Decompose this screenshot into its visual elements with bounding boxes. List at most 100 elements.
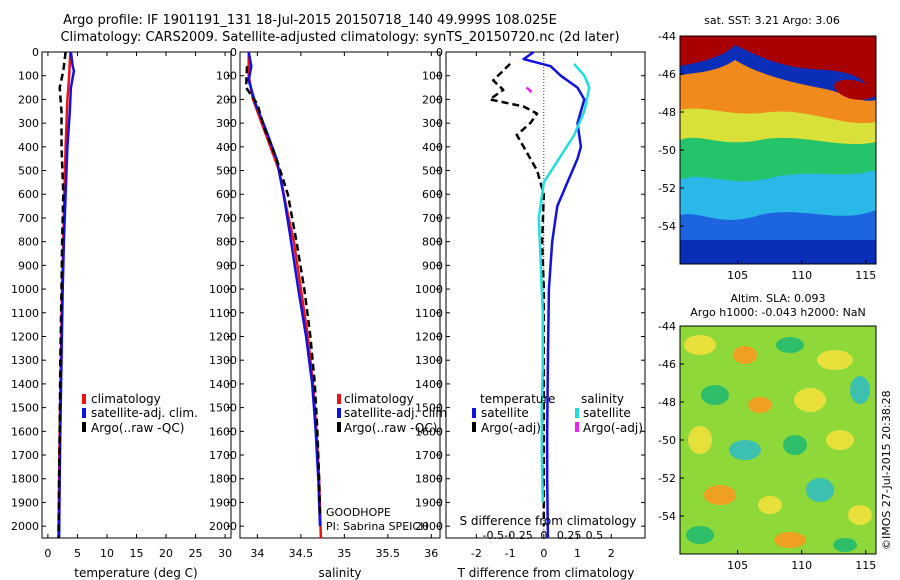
sla-eddy — [848, 505, 872, 525]
map-y-tick-label: -46 — [658, 358, 676, 371]
series-line-s-satellite — [537, 63, 591, 503]
salinity-axes-frame — [239, 51, 441, 539]
x-tick-label: 15 — [130, 547, 144, 560]
map-y-tick-label: -52 — [658, 182, 676, 195]
legend-label-climatology: climatology — [91, 392, 161, 406]
y-tick-label: 1000 — [11, 283, 39, 296]
y-tick-label: 1400 — [11, 378, 39, 391]
x2-tick-label: 0.5 — [586, 529, 604, 542]
sla-map-title-line1: Altim. SLA: 0.093 — [730, 292, 825, 305]
y-tick-label: 700 — [18, 212, 39, 225]
legend-swatch-satellite — [82, 408, 86, 418]
map-x-tick-label: 105 — [727, 559, 748, 572]
y-tick-label: 1900 — [11, 496, 39, 509]
salinity-ticks: 0 100 200 300 400 500 600 700 800 900 1000 1100 1200… — [209, 46, 440, 560]
legend-label-argo: Argo(..raw -QC) — [344, 421, 437, 435]
x-tick-label: 20 — [159, 547, 173, 560]
y-tick-label: 1000 — [209, 283, 237, 296]
y-tick-label: 200 — [422, 93, 443, 106]
x-tick-label: -2 — [471, 547, 482, 560]
sla-eddy — [833, 538, 857, 552]
x2-tick-label: -0.5 — [482, 529, 503, 542]
series-line-t-satellite — [522, 50, 586, 539]
x-tick-label: 25 — [189, 547, 203, 560]
y-tick-label: 1700 — [415, 449, 443, 462]
sla-eddy — [783, 435, 807, 455]
legend-swatch-satellite — [337, 408, 341, 418]
difference-lines — [488, 50, 591, 539]
y-tick-label: 1600 — [209, 425, 237, 438]
y-tick-label: 1600 — [415, 425, 443, 438]
y-tick-label: 900 — [18, 259, 39, 272]
map-y-tick-label: -46 — [658, 68, 676, 81]
sla-eddy — [686, 526, 714, 544]
y-tick-label: 400 — [422, 141, 443, 154]
y-tick-label: 1400 — [209, 378, 237, 391]
imos-timestamp: ©IMOS 27-Jul-2015 20:38:28 — [880, 390, 893, 550]
y-tick-label: 0 — [230, 46, 237, 59]
y-tick-label: 500 — [422, 165, 443, 178]
y-tick-label: 900 — [422, 259, 443, 272]
y-tick-label: 1200 — [415, 330, 443, 343]
map-y-tick-label: -50 — [658, 144, 676, 157]
sla-eddy — [776, 337, 804, 353]
salinity-legend: climatology satellite-adj. clim. Argo(..… — [337, 392, 451, 435]
sst-band-orange — [680, 60, 876, 124]
y-tick-label: 2000 — [209, 520, 237, 533]
sst-map-title: sat. SST: 3.21 Argo: 3.06 — [704, 14, 840, 27]
x-tick-label: 1 — [574, 547, 581, 560]
x-tick-label: 10 — [100, 547, 114, 560]
map-x-tick-label: 105 — [727, 269, 748, 282]
y-tick-label: 0 — [436, 46, 443, 59]
difference-x2label: S difference from climatology — [460, 514, 637, 528]
y-tick-label: 800 — [216, 236, 237, 249]
y-tick-label: 300 — [422, 117, 443, 130]
y-tick-label: 200 — [216, 93, 237, 106]
sla-eddy — [850, 376, 870, 404]
y-tick-label: 400 — [18, 141, 39, 154]
x-tick-label: 34.5 — [289, 547, 314, 560]
y-tick-label: 700 — [216, 212, 237, 225]
x-tick-label: 36 — [424, 547, 438, 560]
temperature-legend: climatology satellite-adj. clim. Argo(..… — [82, 392, 198, 435]
map-y-tick-label: -54 — [658, 510, 676, 523]
sla-eddy — [688, 426, 712, 454]
legend-label-satellite: satellite-adj. clim. — [91, 406, 198, 420]
legend-swatch-climatology — [82, 394, 86, 404]
sla-eddy — [701, 385, 729, 405]
sst-band-red — [680, 36, 876, 100]
x-tick-label: 34 — [250, 547, 264, 560]
salinity-xlabel: salinity — [318, 566, 361, 580]
map-x-tick-label: 110 — [791, 559, 812, 572]
sst-field — [680, 36, 876, 264]
salinity-lines — [244, 51, 323, 539]
sla-eddy — [748, 397, 772, 413]
y-tick-label: 1100 — [415, 307, 443, 320]
y-tick-label: 100 — [216, 70, 237, 83]
sla-eddy — [794, 388, 826, 412]
difference-ticks: 0100200300400500600700800900100011001200… — [415, 46, 645, 560]
y-tick-label: 1000 — [415, 283, 443, 296]
map-x-tick-label: 115 — [855, 269, 876, 282]
y-tick-label: 400 — [216, 141, 237, 154]
x-tick-label: -1 — [505, 547, 516, 560]
series-line-s-argo-adj- — [525, 86, 532, 96]
y-tick-label: 1300 — [415, 354, 443, 367]
legend-swatch-s-satellite — [575, 408, 579, 418]
y-tick-label: 800 — [422, 236, 443, 249]
x-tick-label: 35.5 — [376, 547, 401, 560]
temperature-lines — [57, 51, 76, 539]
series-line-satellite-adj-clim- — [247, 51, 322, 527]
y-tick-label: 0 — [32, 46, 39, 59]
y-tick-label: 1700 — [209, 449, 237, 462]
sla-eddy — [758, 496, 782, 514]
y-tick-label: 600 — [216, 188, 237, 201]
y-tick-label: 1500 — [209, 402, 237, 415]
float-program-label: GOODHOPE — [326, 506, 391, 519]
difference-legend: temperature salinity satellite Argo(-adj… — [472, 392, 643, 435]
map-x-tick-label: 110 — [791, 269, 812, 282]
map-y-tick-label: -54 — [658, 220, 676, 233]
series-line-argo-raw-qc- — [244, 66, 322, 515]
x-tick-label: 5 — [74, 547, 81, 560]
sla-eddy — [733, 346, 757, 364]
